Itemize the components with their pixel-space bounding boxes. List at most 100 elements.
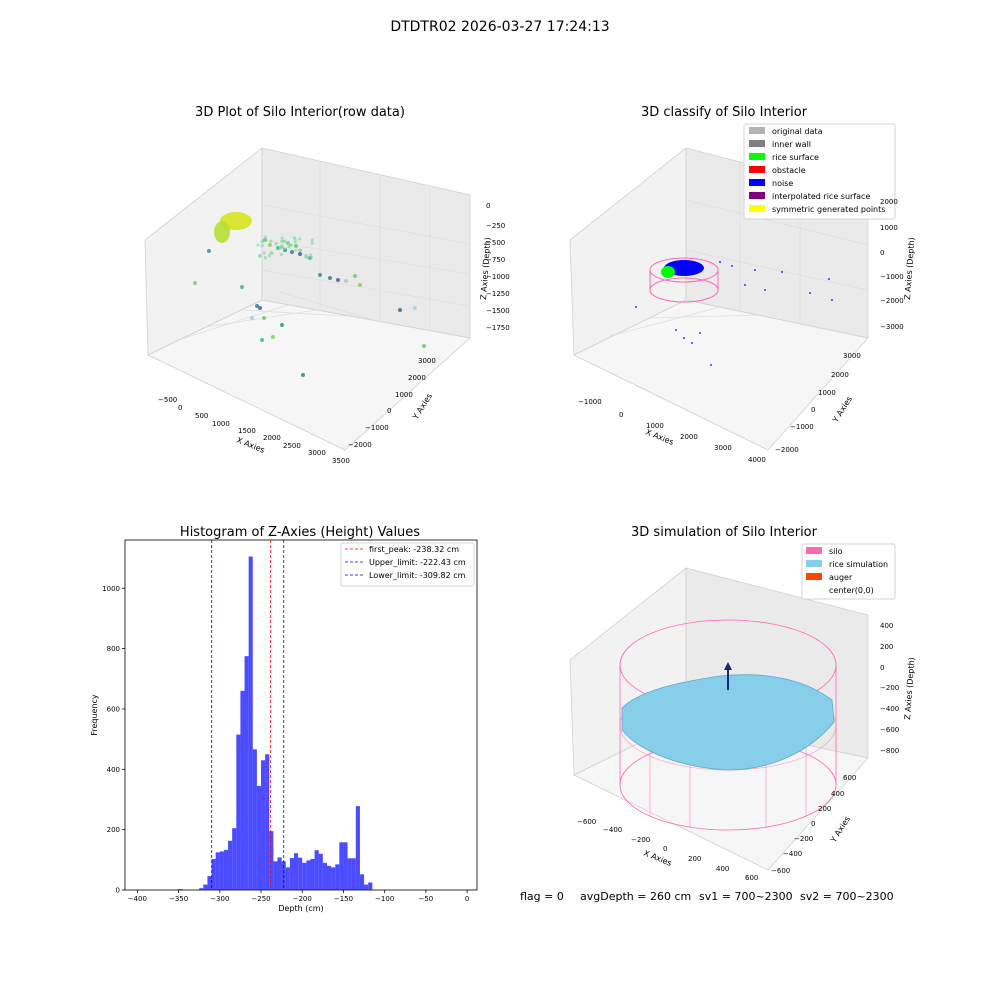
panel2-noise-point bbox=[691, 342, 693, 344]
panel2-ytick: −1000 bbox=[790, 423, 814, 431]
histogram-bar bbox=[265, 754, 270, 890]
panel2-legend-label: symmetric generated points bbox=[772, 205, 885, 214]
panel2-ytick: −2000 bbox=[775, 446, 799, 454]
status-flag: flag = 0 bbox=[520, 890, 564, 903]
panel2-noise-point bbox=[754, 269, 756, 271]
panel2-zticks: 2000 1000 0 −1000 −2000 −3000 bbox=[880, 198, 904, 331]
panel2-ylabel: Y Axies bbox=[831, 395, 855, 425]
panel4-ytick: −400 bbox=[783, 850, 802, 858]
panel2-legend-label: obstacle bbox=[772, 166, 806, 175]
histogram-xlabel: Depth (cm) bbox=[278, 904, 323, 913]
panel1-point bbox=[293, 237, 297, 242]
panel1-ytick: −1000 bbox=[365, 424, 389, 432]
panel1-ztick: −500 bbox=[486, 239, 505, 247]
panel4-ztick: 200 bbox=[880, 643, 893, 651]
panel2-legend-swatch bbox=[749, 140, 765, 147]
panel2-grid bbox=[609, 162, 869, 337]
panel4-yticks: 600 400 200 0 −200 −400 −600 bbox=[771, 774, 856, 875]
panel4-xtick: 400 bbox=[716, 865, 729, 873]
histogram-ytick-label: 600 bbox=[107, 705, 120, 713]
histogram-bar bbox=[215, 852, 220, 890]
histogram-bar bbox=[364, 884, 369, 890]
panel1-point bbox=[309, 255, 313, 259]
panel2-legend-frame bbox=[743, 123, 896, 220]
panel2-ztick: −3000 bbox=[880, 323, 904, 331]
histogram-bar bbox=[228, 840, 233, 890]
histogram-bar bbox=[306, 860, 311, 890]
panel1-point bbox=[258, 306, 262, 310]
panel2-noise-point bbox=[710, 364, 712, 366]
panel1-ztick: −750 bbox=[486, 256, 505, 264]
panel4-ytick: −200 bbox=[794, 835, 813, 843]
panel2-legend-swatch bbox=[749, 166, 765, 173]
status-sv1: sv1 = 700~2300 bbox=[699, 890, 793, 903]
panel1-point bbox=[286, 241, 290, 245]
panel1-point bbox=[258, 254, 262, 258]
panel1-point bbox=[269, 239, 273, 243]
histogram-bar bbox=[207, 876, 212, 890]
panel2-ztick: 0 bbox=[880, 249, 884, 257]
histogram-bar bbox=[178, 889, 183, 890]
histogram-bar bbox=[285, 867, 290, 890]
panel1-point bbox=[282, 246, 287, 250]
histogram-reference-lines bbox=[211, 540, 285, 890]
panel4-legend-swatch bbox=[806, 573, 822, 580]
panel1-point bbox=[358, 283, 362, 287]
panel2-ytick: 0 bbox=[811, 406, 815, 414]
panel4-legend-swatch bbox=[806, 547, 822, 554]
panel4-xtick: 0 bbox=[663, 845, 667, 853]
panel2-legend-swatch bbox=[749, 179, 765, 186]
panel1-point bbox=[261, 239, 265, 243]
histogram-ytick-label: 1000 bbox=[102, 585, 120, 593]
panel1-ytick: 0 bbox=[387, 407, 391, 415]
panel1-point bbox=[193, 281, 197, 285]
panel4-ytick: 400 bbox=[831, 790, 844, 798]
panel1-point bbox=[344, 279, 348, 283]
panel1-point bbox=[260, 244, 264, 248]
panel4-ytick: 0 bbox=[811, 820, 815, 828]
panel1-point bbox=[310, 241, 314, 245]
panel4-legend-swatch bbox=[806, 560, 822, 567]
panel2-xtick: 2000 bbox=[680, 433, 698, 441]
panel2-xtick: 1000 bbox=[646, 422, 664, 430]
histogram-xtick-label: −250 bbox=[251, 895, 270, 903]
panel1-point bbox=[398, 308, 402, 312]
panel1-xtick: 2500 bbox=[283, 442, 301, 450]
panel2-legend-label: inner wall bbox=[772, 140, 811, 149]
histogram-bar bbox=[232, 828, 237, 890]
panel1-point bbox=[280, 244, 284, 248]
panel2-floor-pane bbox=[573, 299, 869, 451]
status-avg-depth: avgDepth = 260 cm bbox=[580, 890, 691, 903]
panel1-point bbox=[310, 238, 314, 242]
panel1-xtick: −500 bbox=[158, 396, 177, 404]
panel2-legend-label: interpolated rice surface bbox=[772, 192, 870, 201]
panel4-xticks: −600 −400 −200 0 200 400 600 bbox=[577, 818, 758, 882]
panel1-point bbox=[422, 344, 426, 348]
panel2-xtick: 4000 bbox=[748, 456, 766, 464]
histogram-legend-label: Upper_limit: -222.43 cm bbox=[369, 558, 466, 567]
histogram-bar bbox=[314, 850, 319, 890]
histogram-bar bbox=[248, 556, 253, 890]
histogram-bar bbox=[347, 858, 352, 890]
figure-suptitle: DTDTR02 2026-03-27 17:24:13 bbox=[390, 19, 609, 35]
panel2-xticks: −1000 0 1000 2000 3000 4000 bbox=[578, 398, 766, 464]
panel1-axes-box bbox=[144, 147, 471, 451]
panel4-legend-label: rice simulation bbox=[829, 560, 888, 569]
panel1-point bbox=[336, 278, 340, 282]
panel2-zlabel: Z Axies (Depth) bbox=[903, 237, 916, 300]
panel1-point bbox=[304, 255, 309, 259]
panel1-point bbox=[353, 274, 357, 278]
panel2-noise-point bbox=[781, 271, 783, 273]
panel2-silo bbox=[635, 257, 833, 366]
panel1-point bbox=[301, 373, 305, 377]
panel1-xtick: 2000 bbox=[263, 434, 281, 442]
panel1-point bbox=[263, 235, 268, 239]
panel1-point bbox=[250, 316, 254, 320]
panel1-point bbox=[279, 252, 283, 257]
panel1-floor-pane bbox=[147, 299, 471, 451]
histogram-plot-area bbox=[124, 539, 478, 891]
panel1-point bbox=[281, 239, 285, 243]
panel4-ytick: −600 bbox=[771, 867, 790, 875]
panel1-point bbox=[298, 252, 302, 256]
histogram-ytick-label: 0 bbox=[116, 887, 120, 895]
